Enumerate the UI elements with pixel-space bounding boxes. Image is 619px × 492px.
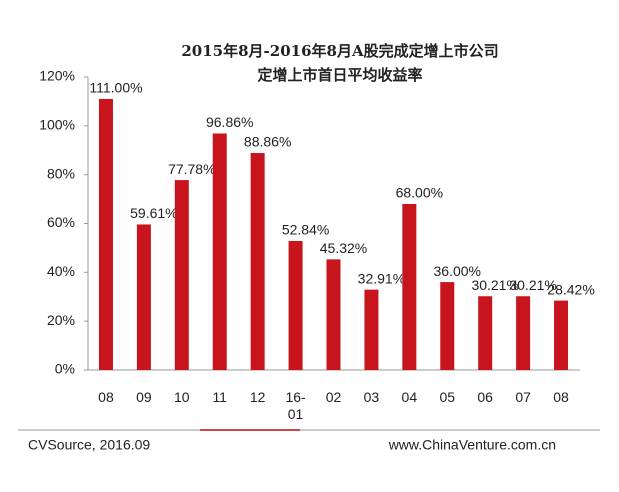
bar <box>364 289 379 370</box>
x-tick-label: 03 <box>363 389 380 405</box>
source: CVSource, 2016.09 <box>28 437 150 453</box>
y-tick-label: 100% <box>39 117 75 133</box>
bar <box>326 259 341 370</box>
value-label: 59.61% <box>130 205 177 221</box>
bar <box>288 240 303 370</box>
bar <box>250 153 265 370</box>
y-tick-label: 20% <box>47 312 75 328</box>
value-label: 52.84% <box>282 222 329 238</box>
bar <box>98 98 113 370</box>
bar <box>136 224 151 370</box>
bar <box>402 203 417 370</box>
value-label: 30.21% <box>471 277 518 293</box>
x-tick-label: 05 <box>439 389 456 405</box>
value-label: 36.00% <box>434 263 481 279</box>
value-label: 45.32% <box>320 240 367 256</box>
bar <box>440 282 455 370</box>
value-label: 28.42% <box>547 281 594 297</box>
bar <box>554 300 569 370</box>
y-tick-label: 0% <box>55 361 75 377</box>
x-tick-label: 04 <box>401 389 418 405</box>
value-label: 88.86% <box>244 134 291 150</box>
x-tick-label: 07 <box>515 389 531 405</box>
x-tick-label: 08 <box>553 389 569 405</box>
value-label: 96.86% <box>206 114 253 130</box>
bar <box>478 296 493 370</box>
y-tick-label: 120% <box>39 68 75 84</box>
x-tick-label: 08 <box>98 389 114 405</box>
x-tick-label: 06 <box>477 389 493 405</box>
value-label: 68.00% <box>396 185 443 201</box>
bar <box>516 296 531 370</box>
value-label: 30.21% <box>509 277 556 293</box>
bar <box>212 133 227 370</box>
y-tick-label: 80% <box>47 165 75 181</box>
x-tick-label: 10 <box>174 389 190 405</box>
x-tick-label: 11 <box>212 389 227 405</box>
value-label: 32.91% <box>358 270 405 286</box>
bar <box>174 180 189 370</box>
x-tick-label: 09 <box>136 389 152 405</box>
website: www.ChinaVenture.com.cn <box>388 437 556 453</box>
chart-subtitle: 定增上市首日平均收益率 <box>257 66 422 84</box>
x-tick-label: 02 <box>325 389 342 405</box>
x-tick-label: 12 <box>249 389 266 405</box>
y-tick-label: 60% <box>47 214 75 230</box>
x-tick-label: 16-01 <box>285 389 306 422</box>
chart-title: 2015年8月-2016年8月A股完成定增上市公司 <box>181 42 498 60</box>
value-label: 111.00% <box>89 80 142 96</box>
y-tick-label: 40% <box>47 263 75 279</box>
value-label: 77.78% <box>168 161 215 177</box>
